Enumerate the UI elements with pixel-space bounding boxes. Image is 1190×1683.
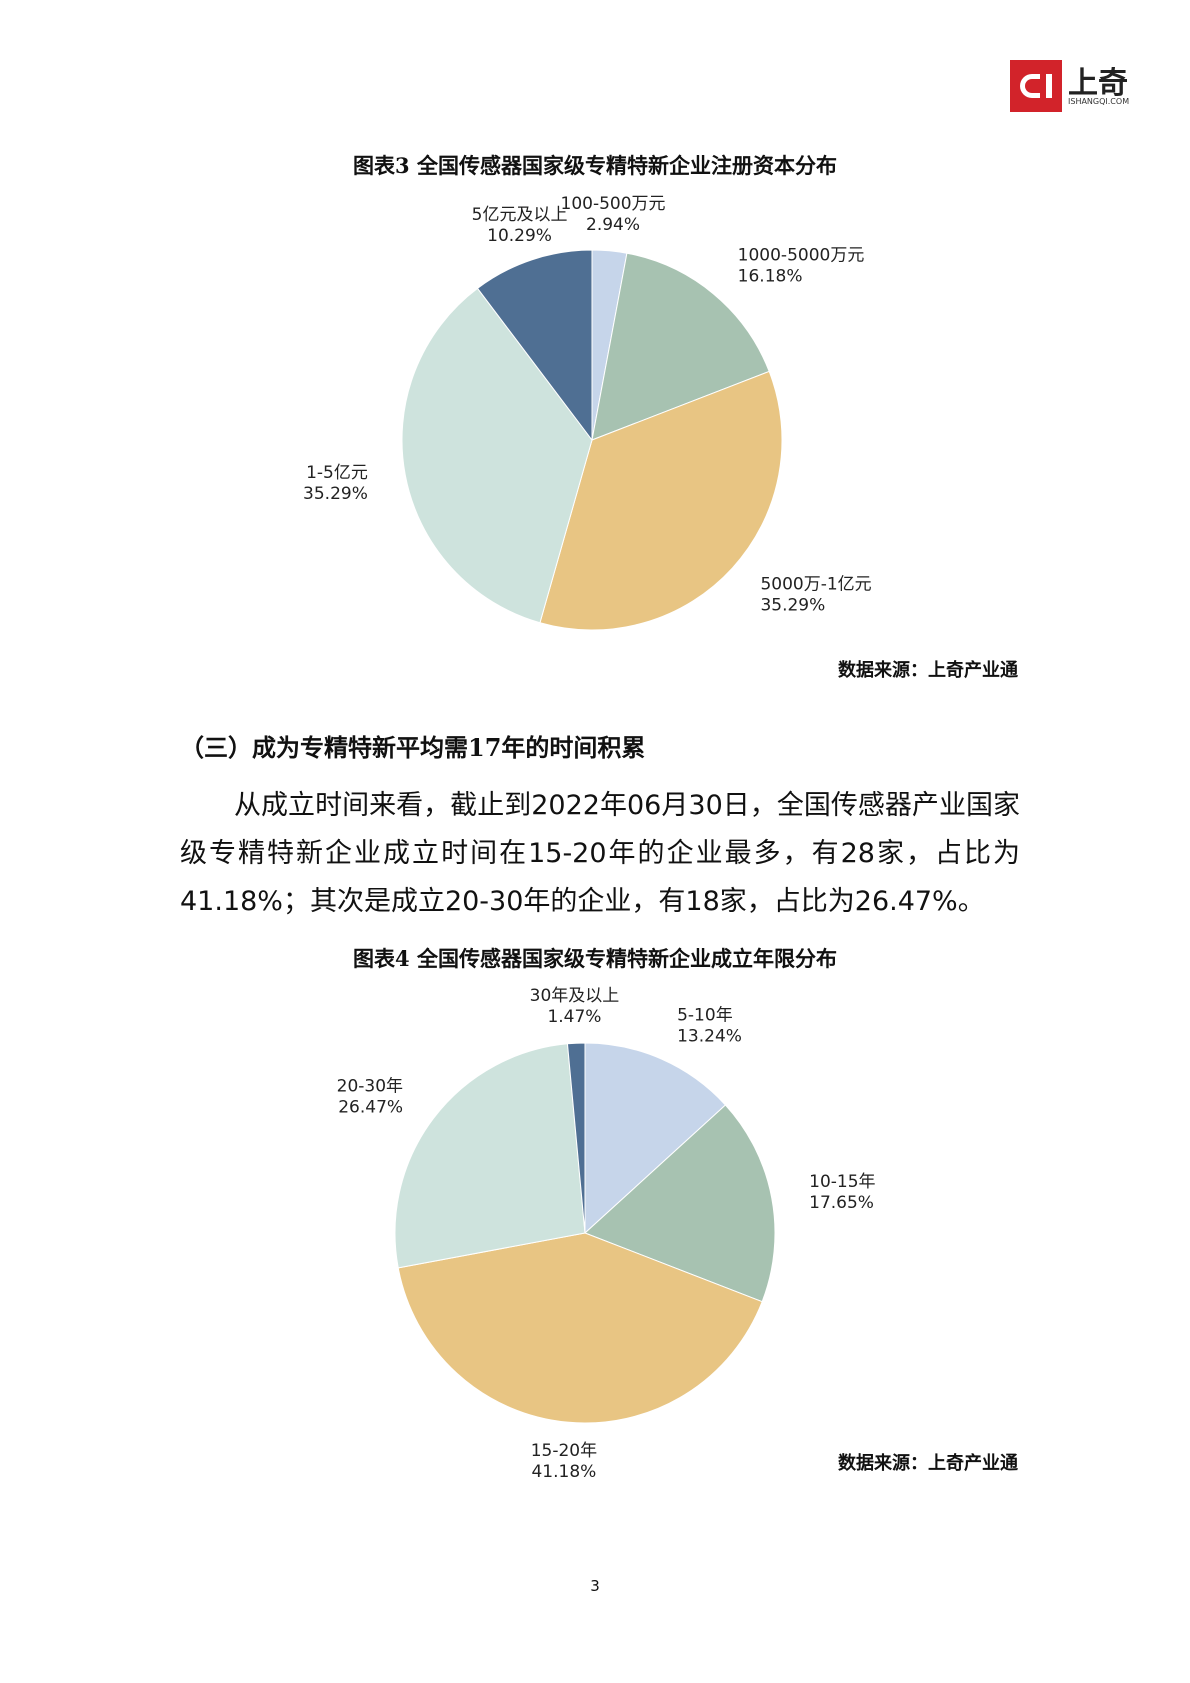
slice-label: 100-500万元 — [561, 194, 666, 214]
source: 数据来源：上奇产业通 — [838, 660, 1018, 681]
value-label: 13.24% — [677, 1026, 742, 1046]
slice-label: 10-15年 — [809, 1172, 875, 1192]
value-label: 26.47% — [338, 1098, 403, 1118]
logo-site: ISHANGQI.COM — [1068, 97, 1130, 106]
value-label: 41.18% — [531, 1462, 596, 1482]
paragraph: 从成立时间来看，截止到2022年06月30日，全国传感器产业国家级专精特新企业成… — [180, 790, 1020, 917]
logo-shape — [1020, 74, 1040, 98]
pie-slice — [476, 249, 593, 442]
slice-label: 5-10年 — [677, 1005, 733, 1025]
slice-label: 5亿元及以上 — [472, 205, 568, 225]
page-number: 3 — [590, 1577, 600, 1595]
value-label: 35.29% — [303, 484, 368, 504]
value-label: 2.94% — [586, 215, 640, 235]
pie-slice — [401, 287, 593, 624]
section-heading: （三）成为专精特新平均需17年的时间积累 — [180, 733, 646, 762]
logo-shape — [1046, 74, 1052, 98]
slice-label: 1-5亿元 — [306, 463, 368, 483]
pie-slice — [584, 1042, 727, 1235]
value-label: 10.29% — [487, 226, 552, 246]
value-label: 17.65% — [809, 1193, 874, 1213]
slice-label: 15-20年 — [531, 1441, 597, 1461]
pie-slice — [539, 370, 783, 631]
chart-title: 图表4 全国传感器国家级专精特新企业成立年限分布 — [353, 946, 837, 971]
slice-label: 5000万-1亿元 — [760, 575, 871, 595]
chart-title: 图表3 全国传感器国家级专精特新企业注册资本分布 — [353, 153, 837, 178]
value-label: 1.47% — [547, 1007, 601, 1027]
logo-mark — [1010, 60, 1062, 112]
logo-brand: 上奇 — [1068, 66, 1128, 101]
pie-slice — [591, 252, 770, 441]
pie-slice — [566, 1042, 586, 1234]
value-label: 35.29% — [760, 596, 825, 616]
pie-slice — [584, 1104, 776, 1303]
pie-slice — [397, 1232, 763, 1424]
slice-label: 1000-5000万元 — [738, 246, 865, 266]
pie-slice — [394, 1043, 586, 1269]
source: 数据来源：上奇产业通 — [838, 1453, 1018, 1474]
slice-label: 20-30年 — [337, 1077, 403, 1097]
slice-label: 30年及以上 — [530, 986, 620, 1006]
value-label: 16.18% — [738, 267, 803, 287]
